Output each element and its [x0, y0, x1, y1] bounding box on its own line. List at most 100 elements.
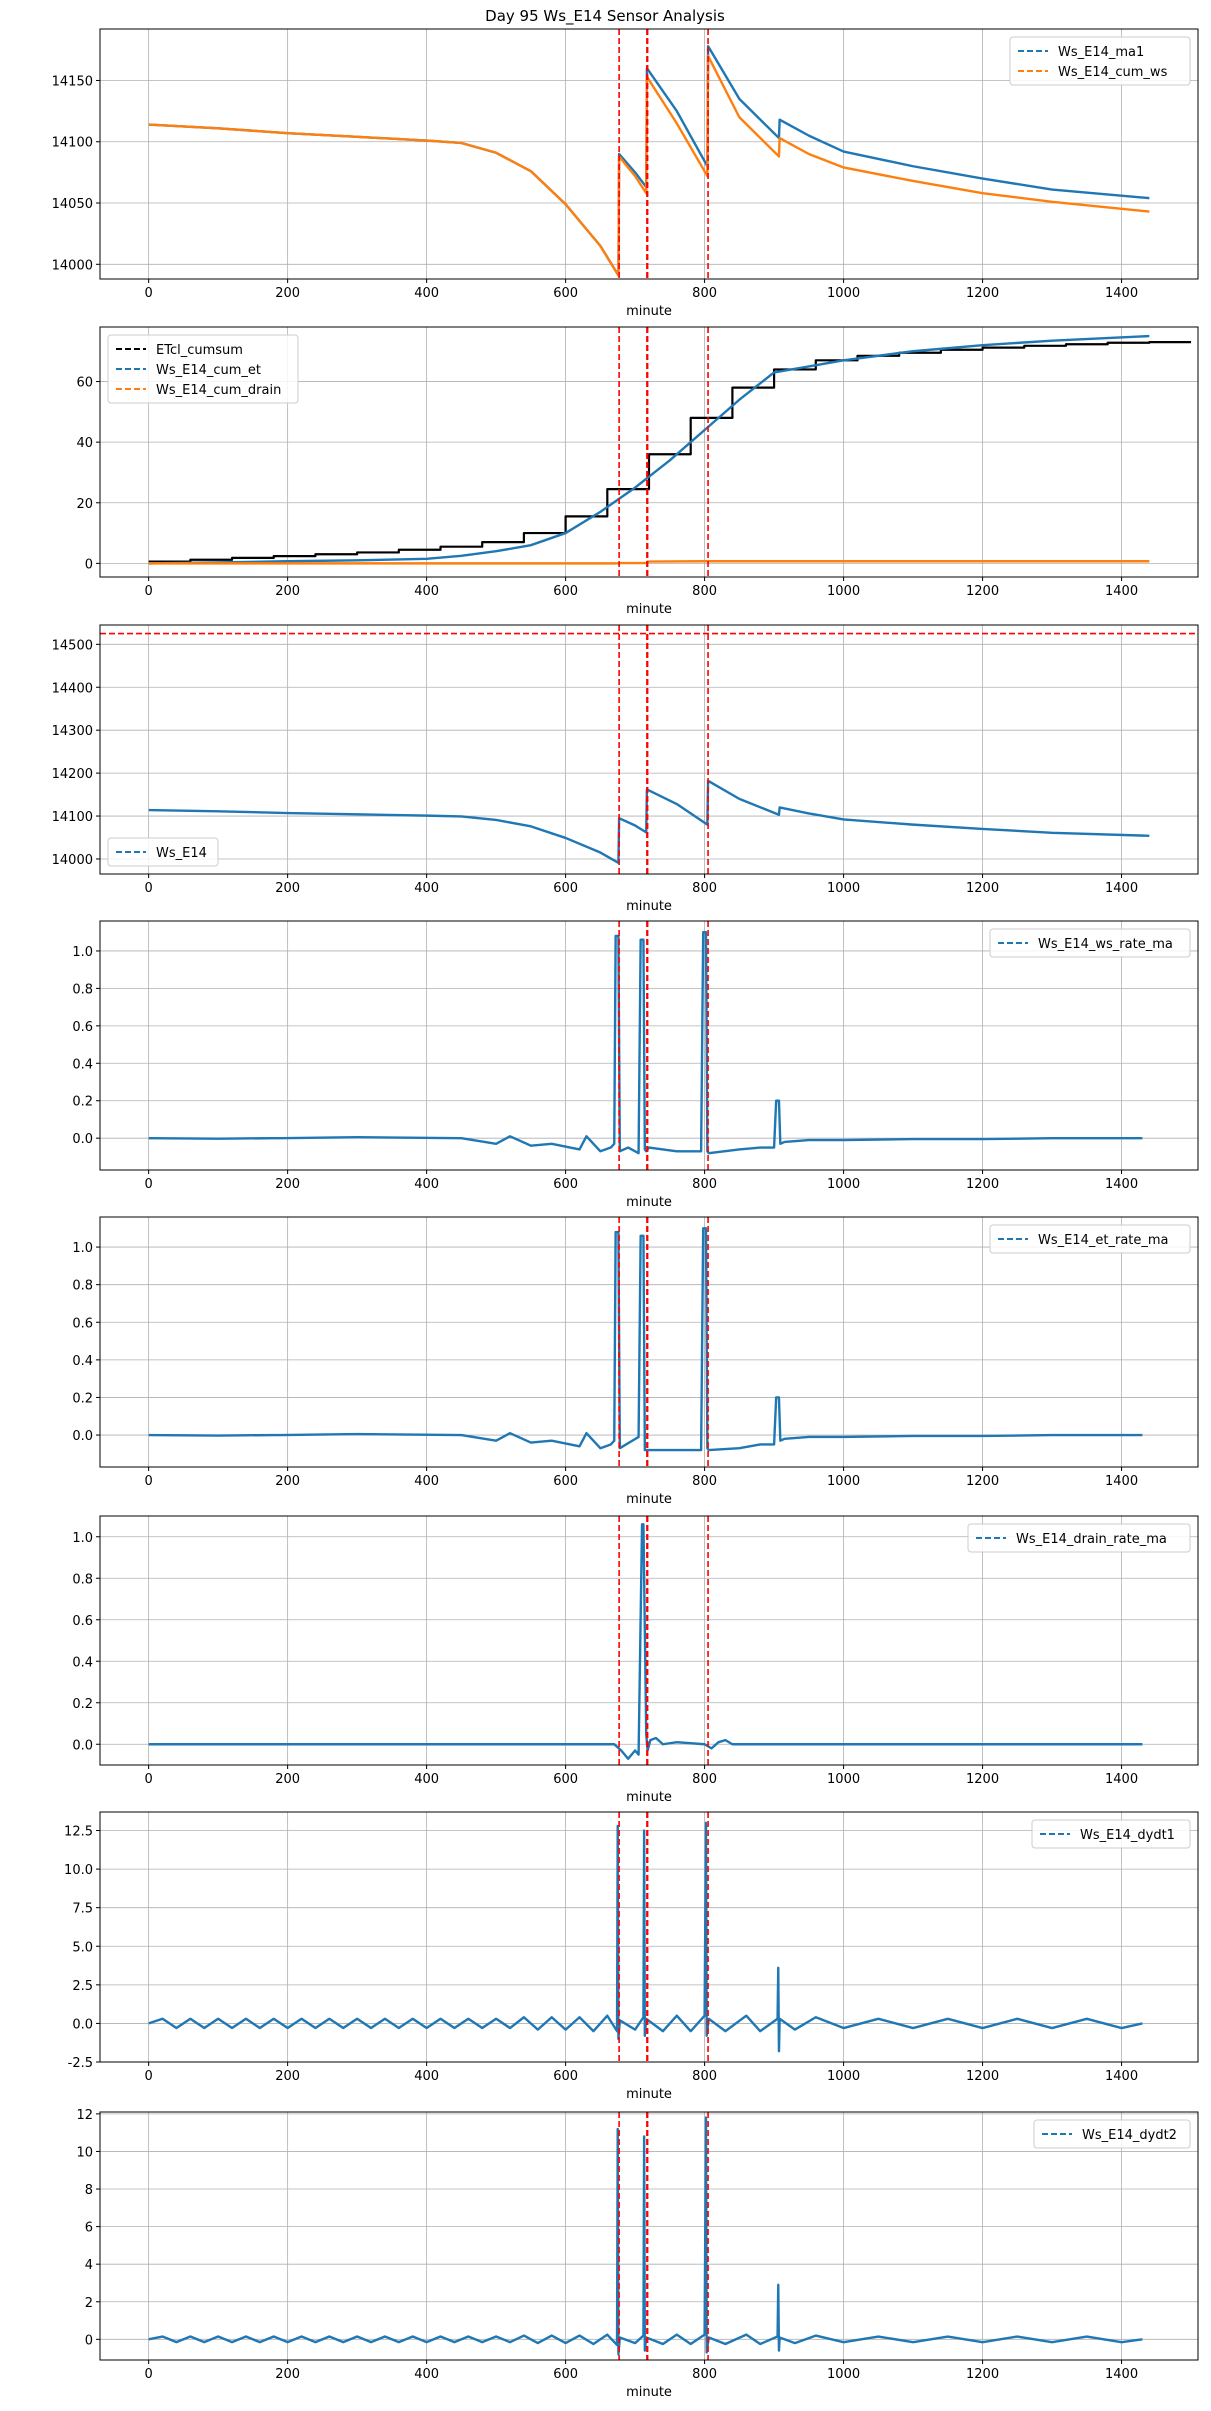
x-axis-label: minute — [626, 1195, 672, 1210]
x-tick-label: 0 — [145, 584, 153, 599]
series-group — [148, 334, 1192, 565]
plot-frame — [99, 624, 1199, 875]
y-tick-label: 0.0 — [72, 1738, 93, 1753]
x-tick-label: 0 — [145, 1772, 153, 1787]
x-axis-label: minute — [626, 899, 672, 914]
series-line-Ws_E14_et_rate_ma — [148, 1227, 1143, 1452]
series-line-Ws_E14_ws_rate_ma — [148, 931, 1143, 1155]
x-tick-label: 600 — [553, 2367, 578, 2382]
x-tick-label: 1000 — [827, 881, 860, 896]
y-tick-label: 0 — [85, 557, 93, 572]
legend: Ws_E14_et_rate_ma — [989, 1224, 1191, 1254]
panel-5: 0 200 400 600 800 1000 1200 1400 0.0 0.2 0.4 0.6 0.8… — [72, 1216, 1199, 1507]
x-tick-label: 600 — [553, 2069, 578, 2084]
legend-box — [107, 837, 219, 867]
x-tick-label: 800 — [692, 881, 717, 896]
x-tick-label: 0 — [145, 286, 153, 301]
x-tick-label: 400 — [414, 2069, 439, 2084]
x-tick-label: 1000 — [827, 1177, 860, 1192]
legend-label: Ws_E14_dydt2 — [1082, 2128, 1177, 2143]
legend: Ws_E14_ws_rate_ma — [989, 928, 1191, 958]
x-tick-label: 400 — [414, 1772, 439, 1787]
x-tick-label: 200 — [275, 584, 300, 599]
x-tick-label: 200 — [275, 1772, 300, 1787]
x-tick-label: 1400 — [1105, 2069, 1138, 2084]
legend-box — [1031, 1819, 1191, 1849]
y-tick-label: 1.0 — [72, 1531, 93, 1546]
legend-label: Ws_E14 — [156, 846, 207, 861]
x-tick-label: 1200 — [966, 2367, 999, 2382]
x-tick-label: 1200 — [966, 2069, 999, 2084]
legend-box — [967, 1523, 1191, 1553]
x-tick-label: 400 — [414, 1474, 439, 1489]
y-tick-label: 14500 — [52, 638, 93, 653]
x-tick-label: 200 — [275, 2069, 300, 2084]
y-tick-label: 12.5 — [64, 1825, 93, 1840]
y-tick-label: 0.0 — [72, 2017, 93, 2032]
series-line-ETcl_cumsum — [148, 341, 1192, 563]
y-tick-label: 60 — [76, 376, 93, 391]
y-tick-label: 14200 — [52, 767, 93, 782]
legend: Ws_E14_dydt1 — [1031, 1819, 1191, 1849]
y-tick-label: 0.2 — [72, 1391, 93, 1406]
x-tick-label: 0 — [145, 881, 153, 896]
x-tick-label: 400 — [414, 881, 439, 896]
y-tick-label: 14050 — [52, 197, 93, 212]
y-tick-label: 0.6 — [72, 1614, 93, 1629]
x-tick-label: 1200 — [966, 881, 999, 896]
y-tick-label: 1.0 — [72, 945, 93, 960]
y-tick-label: 0.0 — [72, 1429, 93, 1444]
y-tick-label: 0.8 — [72, 1572, 93, 1587]
series-group — [148, 1523, 1143, 1760]
y-tick-label: 14400 — [52, 681, 93, 696]
x-tick-label: 200 — [275, 881, 300, 896]
x-tick-label: 1400 — [1105, 286, 1138, 301]
x-axis-label: minute — [626, 1492, 672, 1507]
y-tick-label: 14000 — [52, 853, 93, 868]
x-tick-label: 1000 — [827, 584, 860, 599]
plot-frame — [99, 1515, 1199, 1766]
x-tick-label: 200 — [275, 1474, 300, 1489]
x-tick-label: 200 — [275, 2367, 300, 2382]
series-group — [148, 1227, 1143, 1452]
y-tick-label: 0.6 — [72, 1020, 93, 1035]
x-tick-label: 800 — [692, 1772, 717, 1787]
legend-label: Ws_E14_cum_ws — [1058, 65, 1168, 80]
x-axis-label: minute — [626, 602, 672, 617]
x-tick-label: 200 — [275, 286, 300, 301]
x-tick-label: 400 — [414, 286, 439, 301]
y-tick-label: 40 — [76, 436, 93, 451]
x-tick-label: 600 — [553, 1772, 578, 1787]
y-tick-label: 14100 — [52, 810, 93, 825]
y-tick-label: -2.5 — [68, 2056, 93, 2071]
y-tick-label: 0.8 — [72, 982, 93, 997]
plot-frame — [99, 2111, 1199, 2361]
x-axis-label: minute — [626, 1790, 672, 1805]
x-tick-label: 1400 — [1105, 881, 1138, 896]
y-tick-label: 0.4 — [72, 1354, 93, 1369]
x-axis-label: minute — [626, 2385, 672, 2400]
panel-2: 0 200 400 600 800 1000 1200 1400 0 20 40 60 minute ET… — [76, 326, 1199, 617]
y-tick-label: 0.0 — [72, 1132, 93, 1147]
y-tick-label: 2.5 — [72, 1979, 93, 1994]
y-tick-label: 12 — [76, 2108, 93, 2123]
legend-label: Ws_E14_drain_rate_ma — [1016, 1532, 1167, 1547]
legend-label: Ws_E14_dydt1 — [1080, 1828, 1175, 1843]
y-tick-label: 0.4 — [72, 1057, 93, 1072]
x-tick-label: 600 — [553, 584, 578, 599]
legend-box — [1033, 2119, 1191, 2149]
y-tick-label: 6 — [85, 2221, 93, 2236]
panel-6: 0 200 400 600 800 1000 1200 1400 0.0 0.2 0.4 0.6 0.8… — [72, 1515, 1199, 1805]
x-tick-label: 1400 — [1105, 1474, 1138, 1489]
x-tick-label: 1400 — [1105, 2367, 1138, 2382]
y-tick-label: 4 — [85, 2258, 93, 2273]
x-tick-label: 0 — [145, 1177, 153, 1192]
y-tick-label: 0 — [85, 2333, 93, 2348]
x-tick-label: 600 — [553, 286, 578, 301]
x-tick-label: 0 — [145, 2069, 153, 2084]
legend-box — [989, 1224, 1191, 1254]
legend-label: ETcl_cumsum — [156, 343, 243, 358]
y-tick-label: 0.4 — [72, 1655, 93, 1670]
legend: ETcl_cumsum Ws_E14_cum_et Ws_E14_cum_drain — [107, 334, 299, 404]
